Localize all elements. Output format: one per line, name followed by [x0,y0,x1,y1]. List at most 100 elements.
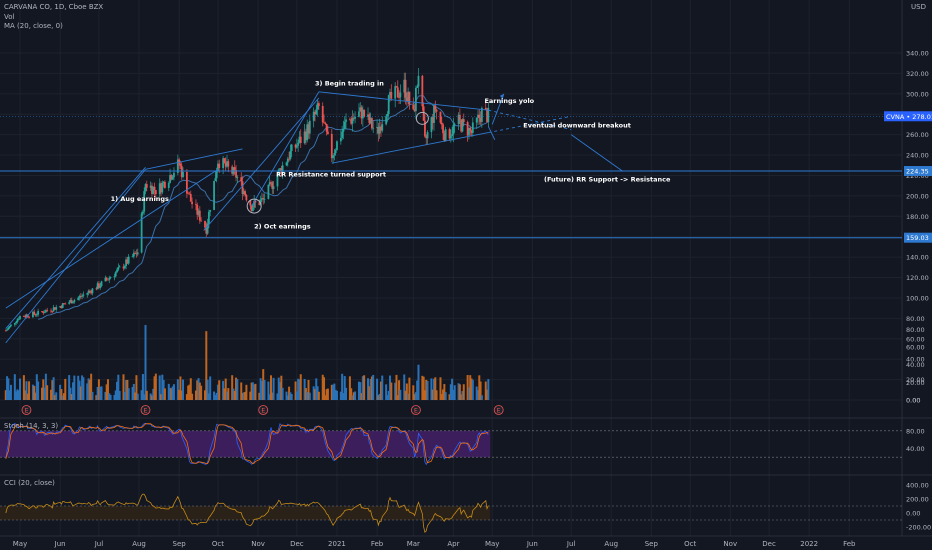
candle-body [297,142,300,146]
volume-bar [196,380,199,400]
volume-bar [43,387,46,400]
price-tick-label: 40.00 [906,356,925,364]
candle-body [290,144,293,152]
candle-body [354,116,356,119]
candle-body [196,204,199,215]
candle-body [73,300,76,303]
volume-bar [123,392,126,400]
candle-body [149,185,152,188]
volume-bar [163,388,166,400]
volume-bar [321,374,324,400]
x-tick-label: Jun [54,540,66,548]
volume-bar [171,386,174,400]
candle-body [70,300,73,304]
candle-body [6,329,8,331]
volume-bar [105,384,108,400]
candle-body [33,311,36,315]
candle-body [231,166,234,174]
volume-tick-label: 40.00 [906,361,925,369]
volume-bar [152,388,155,400]
candle-body [232,167,235,174]
volume-bar [96,387,99,400]
candle-body [145,184,148,188]
volume-bar [370,376,373,400]
cci-tick-label: 200.00 [906,496,929,504]
candle-body [440,122,443,125]
x-tick-label: Mar [407,540,420,548]
stoch-label: Stoch (14, 3, 3) [4,422,59,430]
candle-body [125,259,127,266]
candle-body [298,136,301,143]
volume-bar [17,390,20,400]
candle-body [452,124,455,135]
volume-bar [297,378,300,400]
candle-body [323,122,325,124]
candle-body [109,277,112,279]
candle-body [179,163,182,166]
candle-body [88,290,91,292]
candle-body [372,127,375,129]
candle-body [295,145,298,148]
candle-body [214,178,217,181]
earnings-marker-label: E [414,407,418,414]
volume-bar [395,374,398,400]
candle-body [430,117,433,133]
candle-body [59,306,62,308]
volume-bar [426,381,429,400]
volume-bar [379,381,382,400]
volume-bar [22,375,25,400]
volume-bar [369,379,372,400]
volume-bar [352,392,355,400]
volume-bar [240,382,243,400]
volume-bar [182,379,185,400]
x-tick-label: Dec [762,540,776,548]
candle-body [460,120,463,132]
volume-bar [136,393,139,400]
volume-bar [145,390,148,400]
ma-line [37,95,489,320]
volume-bar [15,391,18,400]
volume-bar [189,378,192,400]
candle-body [363,109,366,117]
volume-bar [390,382,393,400]
candle-body [187,193,190,195]
volume-bar [127,388,130,400]
volume-bar [9,384,12,400]
volume-bar [317,391,320,400]
candle-body [105,277,108,280]
volume-label: Vol [4,13,15,21]
volume-bar [399,389,402,400]
x-tick-label: Nov [723,540,737,548]
volume-bar [345,387,348,400]
volume-bar [298,379,301,400]
volume-bar [422,376,425,400]
candle-body [417,75,420,87]
candle-body [126,259,129,264]
volume-bar [79,386,82,400]
chart-title: CARVANA CO, 1D, Cboe BZX [4,3,104,11]
volume-bar [335,390,338,400]
volume-bar [213,391,216,400]
volume-bar [233,390,236,400]
candle-body [434,105,437,110]
volume-bar [232,388,235,400]
volume-bar [69,387,72,400]
volume-bar [430,378,433,400]
candle-body [315,109,318,115]
volume-bar [179,376,182,400]
price-tick-label: 20.00 [906,376,925,384]
candle-body [167,182,170,188]
candle-body [390,92,393,99]
candle-body [439,111,442,123]
stoch-d-line [5,423,489,465]
price-tick-label: 120.00 [906,274,929,282]
volume-bar [444,392,447,400]
volume-bar [458,384,461,400]
candle-body [176,159,179,173]
candle-body [422,106,425,121]
volume-bar [162,379,165,400]
volume-bar [348,376,351,400]
cci-tick-label: 0.00 [906,510,920,518]
volume-bar [132,383,135,400]
